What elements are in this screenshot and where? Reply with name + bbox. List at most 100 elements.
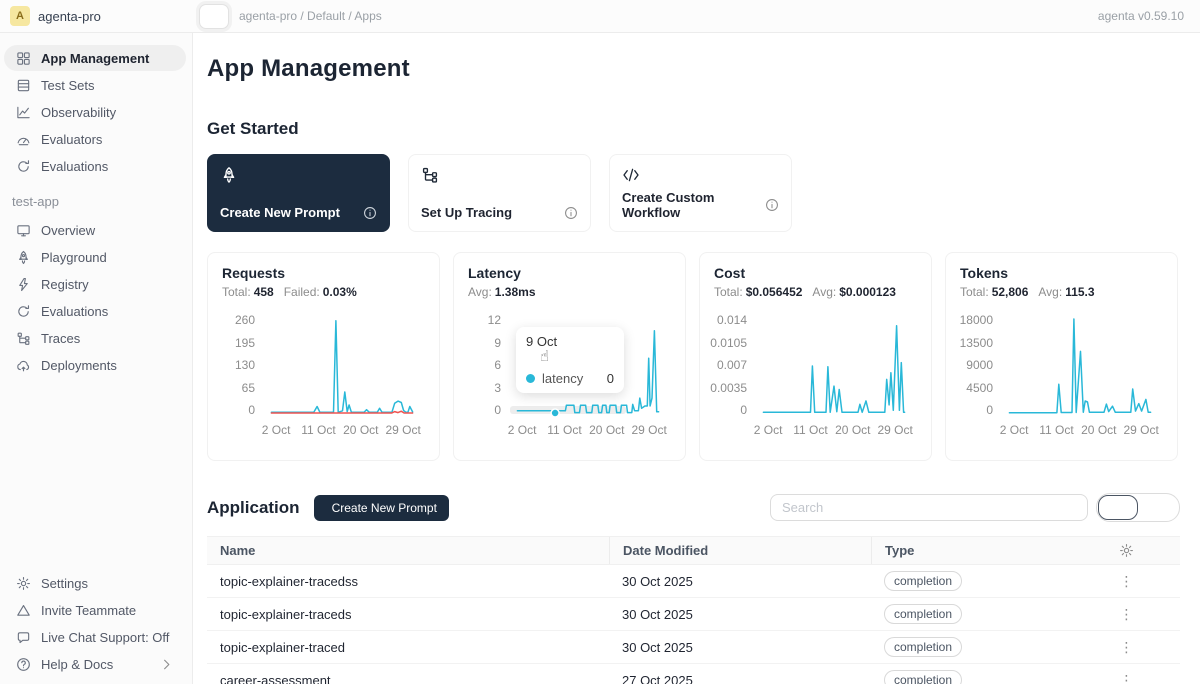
info-icon[interactable]	[363, 206, 377, 220]
sidebar-item-help-docs[interactable]: Help & Docs	[4, 651, 186, 677]
refresh-icon	[16, 304, 31, 319]
x-axis-ticks: 2 Oct11 Oct20 Oct29 Oct	[508, 423, 668, 437]
search-input[interactable]	[770, 494, 1088, 521]
date-modified: 30 Oct 2025	[609, 574, 871, 589]
stat-total: Total:$0.056452	[714, 285, 802, 299]
card-label: Set Up Tracing	[421, 205, 512, 220]
sidebar-item-label: Playground	[41, 250, 107, 265]
workspace-selector[interactable]: A agenta-pro	[0, 0, 193, 32]
x-axis-ticks: 2 Oct11 Oct20 Oct29 Oct	[754, 423, 914, 437]
sidebar: App Management Test Sets Observability Eval…	[0, 33, 193, 684]
version-label: agenta v0.59.10	[1098, 9, 1184, 23]
sidebar-item-settings[interactable]: Settings	[4, 570, 186, 596]
application-title: Application	[207, 498, 300, 518]
chart-plot[interactable]	[1000, 311, 1160, 423]
x-axis-ticks: 2 Oct11 Oct20 Oct29 Oct	[1000, 423, 1160, 437]
table-row-topic-explainer-tracedss[interactable]: topic-explainer-tracedss30 Oct 2025compl…	[207, 565, 1180, 598]
rocket-icon	[220, 166, 238, 184]
sidebar-toggle-button[interactable]	[199, 4, 229, 29]
date-modified: 30 Oct 2025	[609, 607, 871, 622]
application-table: NameDate ModifiedType topic-explainer-tr…	[207, 536, 1180, 684]
chart-card-tokens: TokensTotal:52,806Avg:115.31800013500900…	[945, 252, 1178, 461]
mouse-cursor-icon: ☝	[540, 347, 549, 365]
stat-total: Total:458	[222, 285, 274, 299]
workspace-avatar: A	[10, 6, 30, 26]
sidebar-item-label: Traces	[41, 331, 80, 346]
sidebar-item-evaluators[interactable]: Evaluators	[4, 126, 186, 152]
chevron-right-icon	[159, 657, 174, 672]
stat-avg: Avg:$0.000123	[812, 285, 896, 299]
y-axis-ticks: 0.0140.01050.0070.00350	[714, 313, 754, 417]
sidebar-item-observability[interactable]: Observability	[4, 99, 186, 125]
sidebar-item-live-chat-support-off[interactable]: Live Chat Support: Off	[4, 624, 186, 650]
sidebar-item-test-sets[interactable]: Test Sets	[4, 72, 186, 98]
sidebar-app-item-registry[interactable]: Registry	[4, 271, 186, 297]
sidebar-item-label: Overview	[41, 223, 95, 238]
workspace-name: agenta-pro	[38, 9, 101, 24]
chart-card-latency: LatencyAvg:1.38ms1296302 Oct11 Oct20 Oct…	[453, 252, 686, 461]
stat-avg: Avg:1.38ms	[468, 285, 536, 299]
chart-card-requests: RequestsTotal:458Failed:0.03%26019513065…	[207, 252, 440, 461]
sidebar-app-item-evaluations[interactable]: Evaluations	[4, 298, 186, 324]
page-title: App Management	[207, 55, 1180, 83]
get-started-card-create-custom-workflow[interactable]: Create Custom Workflow	[609, 154, 792, 232]
chat-icon	[16, 630, 31, 645]
type-badge: completion	[884, 571, 962, 591]
get-started-card-set-up-tracing[interactable]: Set Up Tracing	[408, 154, 591, 232]
row-menu-button[interactable]: ⋮	[1120, 573, 1134, 590]
column-settings	[1089, 543, 1164, 558]
sidebar-item-invite-teammate[interactable]: Invite Teammate	[4, 597, 186, 623]
chart-card-cost: CostTotal:$0.056452Avg:$0.0001230.0140.0…	[699, 252, 932, 461]
chart-title: Requests	[222, 265, 425, 281]
sidebar-app-item-playground[interactable]: Playground	[4, 244, 186, 270]
card-view-button[interactable]	[1139, 494, 1179, 521]
row-menu-button[interactable]: ⋮	[1120, 672, 1134, 684]
sidebar-app-item-traces[interactable]: Traces	[4, 325, 186, 351]
info-icon[interactable]	[564, 206, 578, 220]
tooltip-series-label: latency	[542, 371, 583, 386]
y-axis-ticks: 129630	[468, 313, 508, 417]
breadcrumb[interactable]: agenta-pro / Default / Apps	[239, 9, 382, 23]
card-label: Create New Prompt	[220, 205, 340, 220]
sidebar-group-label: test-app	[12, 194, 192, 209]
get-started-title: Get Started	[207, 119, 1180, 139]
sidebar-item-label: Invite Teammate	[41, 603, 136, 618]
table-row-topic-explainer-traceds[interactable]: topic-explainer-traceds30 Oct 2025comple…	[207, 598, 1180, 631]
chart-tooltip: 9 Octlatency0	[516, 327, 624, 393]
row-menu-button[interactable]: ⋮	[1120, 639, 1134, 656]
sidebar-item-label: Evaluators	[41, 132, 102, 147]
stat-total: Total:52,806	[960, 285, 1028, 299]
sidebar-app-item-overview[interactable]: Overview	[4, 217, 186, 243]
chart-plot[interactable]	[262, 311, 422, 423]
help-icon	[16, 657, 31, 672]
sidebar-item-label: Deployments	[41, 358, 117, 373]
chart-plot[interactable]	[754, 311, 914, 423]
sidebar-item-app-management[interactable]: App Management	[4, 45, 186, 71]
gear-icon[interactable]	[1119, 543, 1134, 558]
date-modified: 30 Oct 2025	[609, 640, 871, 655]
row-menu-button[interactable]: ⋮	[1120, 606, 1134, 623]
table-row-career-assessment[interactable]: career-assessment27 Oct 2025completion⋮	[207, 664, 1180, 684]
sidebar-app-item-deployments[interactable]: Deployments	[4, 352, 186, 378]
view-toggle	[1096, 493, 1180, 522]
chart-line-icon	[16, 105, 31, 120]
table-view-button[interactable]	[1098, 495, 1138, 520]
gear-icon	[16, 576, 31, 591]
app-name: topic-explainer-traceds	[207, 607, 609, 622]
monitor-icon	[16, 223, 31, 238]
tree-icon	[16, 331, 31, 346]
gauge-icon	[16, 132, 31, 147]
bolt-icon	[16, 277, 31, 292]
create-new-prompt-button[interactable]: Create New Prompt	[314, 495, 449, 521]
type-badge: completion	[884, 670, 962, 684]
chart-stats: Total:52,806Avg:115.3	[960, 285, 1163, 299]
sidebar-item-label: Test Sets	[41, 78, 94, 93]
get-started-card-create-new-prompt[interactable]: Create New Prompt	[207, 154, 390, 232]
sidebar-item-evaluations[interactable]: Evaluations	[4, 153, 186, 179]
table-row-topic-explainer-traced[interactable]: topic-explainer-traced30 Oct 2025complet…	[207, 631, 1180, 664]
card-label: Create Custom Workflow	[622, 190, 765, 220]
info-icon[interactable]	[765, 198, 779, 212]
column-header-date-modified: Date Modified	[609, 537, 871, 564]
chart-stats: Total:458Failed:0.03%	[222, 285, 425, 299]
sidebar-item-label: Registry	[41, 277, 89, 292]
